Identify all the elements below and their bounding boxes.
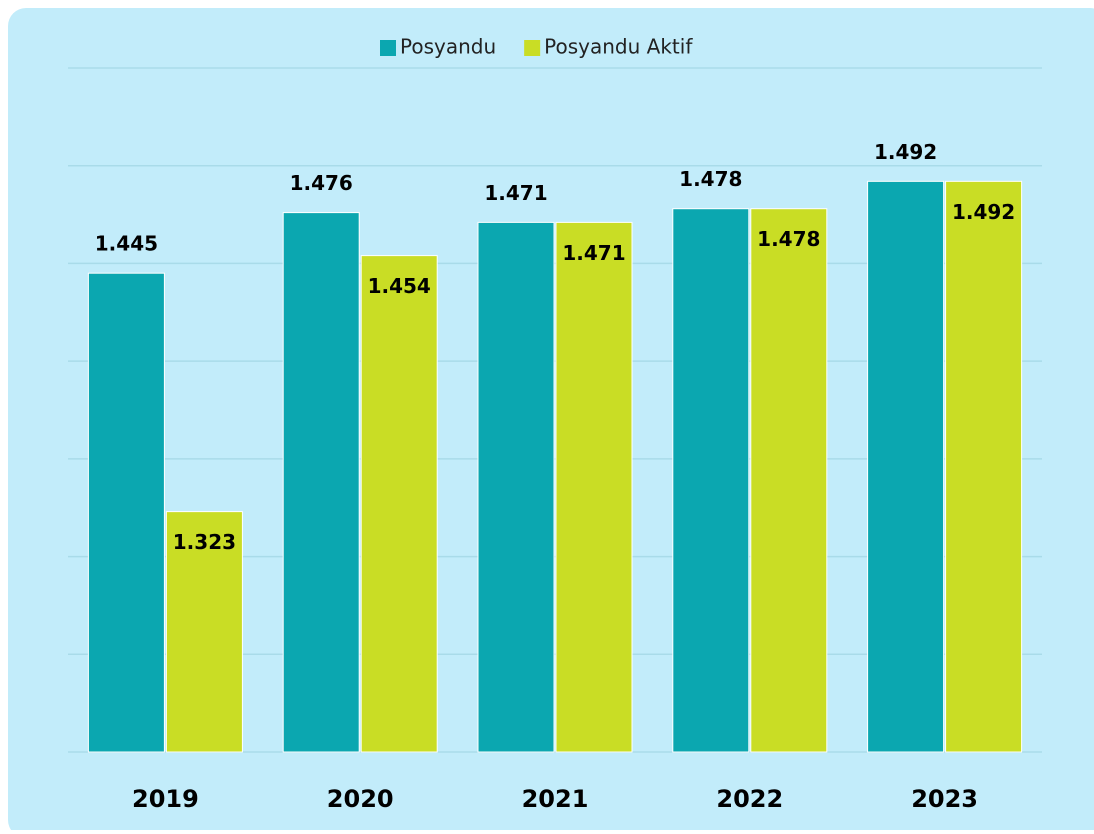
bar (360, 255, 438, 753)
bar (165, 511, 243, 753)
bar (867, 180, 945, 753)
bar (477, 221, 555, 753)
bar (750, 208, 828, 753)
x-tick-label: 2020 (327, 785, 394, 813)
bar (945, 180, 1023, 753)
legend-label: Posyandu Aktif (544, 35, 693, 59)
x-tick-label: 2022 (716, 785, 783, 813)
data-label: 1.323 (173, 530, 236, 554)
bar (87, 272, 165, 753)
data-label: 1.492 (952, 200, 1015, 224)
data-label: 1.471 (562, 241, 625, 265)
bar (672, 208, 750, 753)
x-tick-label: 2023 (911, 785, 978, 813)
data-label: 1.454 (368, 274, 431, 298)
x-tick-label: 2021 (522, 785, 589, 813)
bar (555, 221, 633, 753)
data-label: 1.492 (874, 140, 937, 164)
data-label: 1.478 (679, 167, 742, 191)
legend-label: Posyandu (400, 35, 496, 59)
data-label: 1.471 (484, 181, 547, 205)
legend-swatch (524, 40, 541, 56)
data-label: 1.476 (290, 171, 353, 195)
data-label: 1.478 (757, 227, 820, 251)
data-label: 1.445 (95, 232, 158, 256)
legend-swatch (380, 40, 396, 56)
x-tick-label: 2019 (132, 785, 199, 813)
bar (282, 212, 360, 753)
